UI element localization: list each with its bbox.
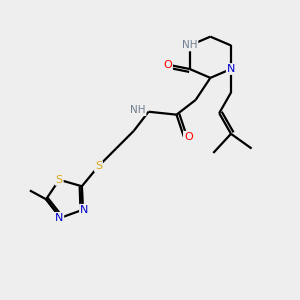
Text: N: N xyxy=(80,205,88,215)
Text: N: N xyxy=(227,64,235,74)
Text: NH: NH xyxy=(130,105,146,115)
Text: O: O xyxy=(184,132,193,142)
Text: NH: NH xyxy=(182,40,197,50)
Text: S: S xyxy=(95,161,102,171)
Text: O: O xyxy=(163,60,172,70)
Text: N: N xyxy=(55,213,63,223)
Text: S: S xyxy=(56,175,63,185)
